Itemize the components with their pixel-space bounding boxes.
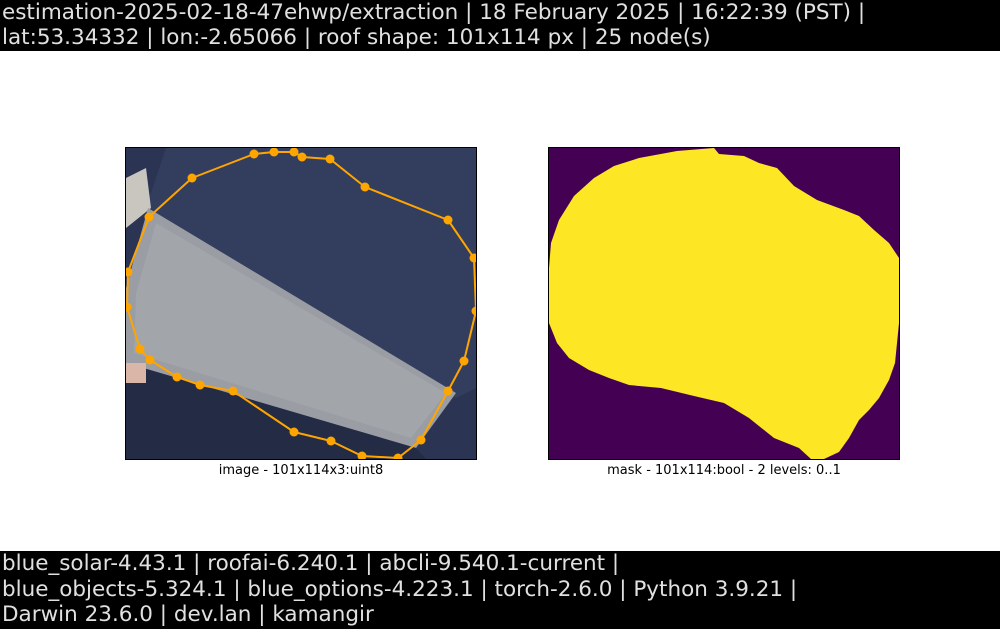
roof-node <box>393 453 403 459</box>
roof-mask-panel <box>548 147 900 460</box>
roof-node <box>195 380 205 390</box>
mask-caption: mask - 101x114:bool - 2 levels: 0..1 <box>607 463 841 478</box>
roof-node <box>228 386 238 396</box>
roof-outline-polygon <box>126 151 476 459</box>
roof-node <box>443 215 453 225</box>
roof-node <box>360 182 370 192</box>
roof-node <box>416 435 426 445</box>
roof-image <box>126 148 476 459</box>
roof-node <box>187 173 197 183</box>
roof-node <box>443 386 453 396</box>
roof-node <box>325 154 335 164</box>
header-line-2: lat:53.34332 | lon:-2.65066 | roof shape… <box>2 25 711 50</box>
roof-node <box>459 356 469 366</box>
footer-line-3: Darwin 23.6.0 | dev.lan | kamangir <box>2 602 374 627</box>
mask-foreground-shape <box>549 148 899 459</box>
roof-node <box>289 148 299 157</box>
header-line-1: estimation-2025-02-18-47ehwp/extraction … <box>2 0 866 25</box>
roof-node <box>269 148 279 157</box>
roof-node <box>145 355 155 365</box>
footer-bar: blue_solar-4.43.1 | roofai-6.240.1 | abc… <box>0 551 1000 629</box>
roof-node <box>297 152 307 162</box>
roof-node <box>249 149 259 159</box>
roof-node <box>289 427 299 437</box>
roof-node <box>326 436 336 446</box>
roof-outline-nodes <box>126 148 476 459</box>
footer-line-1: blue_solar-4.43.1 | roofai-6.240.1 | abc… <box>2 551 620 576</box>
roof-spot <box>126 363 146 383</box>
roof-image-panel <box>125 147 477 460</box>
roof-flat-section-inner <box>134 223 446 438</box>
roof-mask <box>549 148 899 459</box>
roof-node <box>144 212 154 222</box>
roof-edge-light <box>126 168 151 228</box>
roof-plane-upper <box>146 148 476 398</box>
roof-node <box>126 302 132 312</box>
roof-node <box>172 372 182 382</box>
header-bar: estimation-2025-02-18-47ehwp/extraction … <box>0 0 1000 51</box>
roof-node <box>135 344 145 354</box>
roof-node <box>126 267 133 277</box>
image-caption: image - 101x114x3:uint8 <box>218 463 384 478</box>
footer-line-2: blue_objects-5.324.1 | blue_options-4.22… <box>2 576 798 602</box>
roof-node <box>469 253 476 263</box>
roof-node <box>357 451 367 459</box>
roof-node <box>471 306 476 316</box>
